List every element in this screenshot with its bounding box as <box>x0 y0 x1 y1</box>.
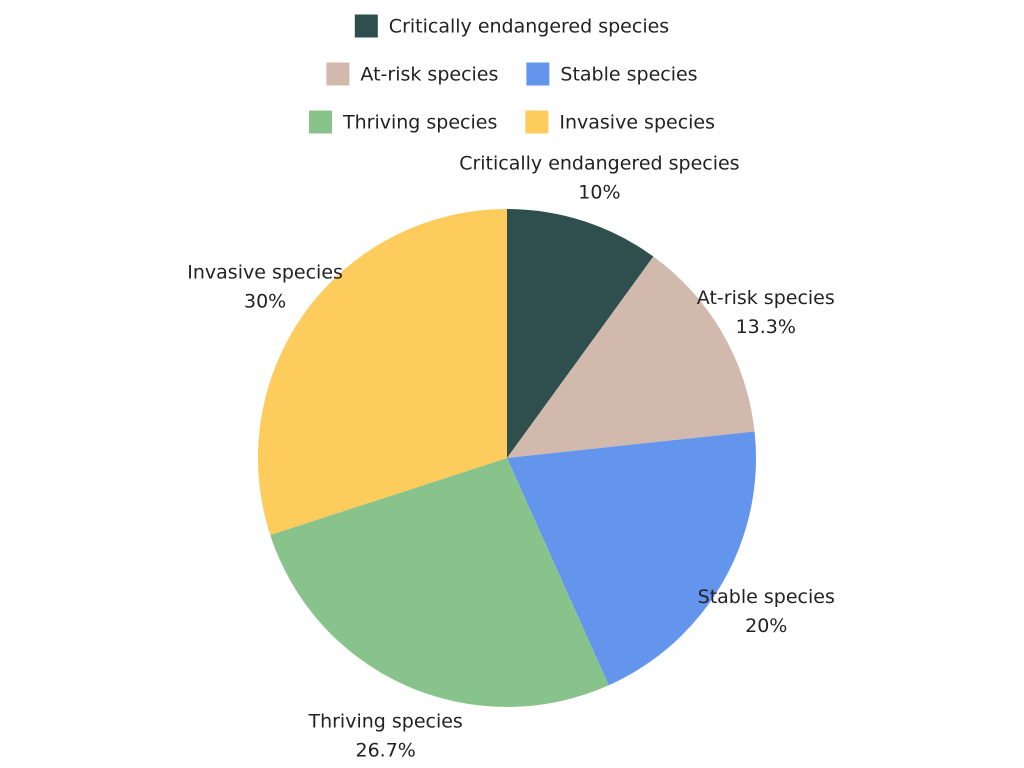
slice-label-critically-endangered-species: Critically endangered species 10% <box>459 153 739 204</box>
legend-item-thriving-species: Thriving species <box>308 110 497 134</box>
legend-label: Invasive species <box>559 112 715 134</box>
slice-category-label: Invasive species <box>187 261 343 283</box>
slice-label-invasive-species: Invasive species 30% <box>187 261 343 312</box>
legend-swatch <box>354 14 378 38</box>
legend-swatch <box>326 62 350 86</box>
pie-slice-invasive-species <box>257 209 507 535</box>
slice-label-stable-species: Stable species 20% <box>698 586 835 637</box>
slice-category-label: Critically endangered species <box>459 153 739 175</box>
legend-swatch <box>308 110 332 134</box>
slice-labels: Critically endangered species 10% At-risk … <box>187 153 835 762</box>
legend-item-stable-species: Stable species <box>526 62 698 86</box>
legend-label: Critically endangered species <box>389 16 669 38</box>
legend-item-critically-endangered-species: Critically endangered species <box>354 14 669 38</box>
legend-item-invasive-species: Invasive species <box>525 110 715 134</box>
pie-slice-critically-endangered-species <box>507 209 654 458</box>
legend-label: At-risk species <box>360 64 498 86</box>
legend-label: Thriving species <box>342 112 497 134</box>
slice-value-label: 10% <box>578 182 620 204</box>
slice-value-label: 13.3% <box>736 316 796 338</box>
pie-slice-thriving-species <box>270 458 609 707</box>
legend: Critically endangered species At-risk spe… <box>308 14 715 134</box>
slice-value-label: 26.7% <box>355 739 415 761</box>
pie-slice-at-risk-species <box>507 256 755 458</box>
legend-swatch <box>525 110 549 134</box>
slice-label-at-risk-species: At-risk species 13.3% <box>697 287 835 338</box>
pie-slice-stable-species <box>507 431 756 686</box>
pie-slices <box>257 209 756 707</box>
legend-swatch <box>526 62 550 86</box>
slice-value-label: 30% <box>244 290 286 312</box>
slice-category-label: Stable species <box>698 586 835 608</box>
slice-value-label: 20% <box>745 615 787 637</box>
slice-label-thriving-species: Thriving species 26.7% <box>307 710 462 761</box>
slice-category-label: At-risk species <box>697 287 835 309</box>
legend-item-at-risk-species: At-risk species <box>326 62 498 86</box>
legend-label: Stable species <box>560 64 697 86</box>
slice-category-label: Thriving species <box>307 710 462 732</box>
